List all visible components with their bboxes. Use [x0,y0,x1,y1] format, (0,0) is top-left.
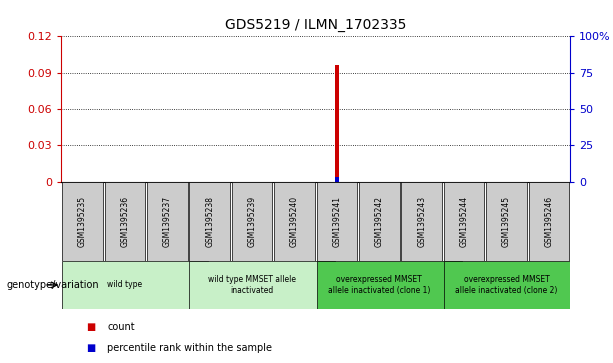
Text: ■: ■ [86,343,95,354]
Bar [316,261,462,309]
Text: wild type MMSET allele
inactivated: wild type MMSET allele inactivated [208,275,296,295]
Bar [335,177,338,182]
Bar [359,182,400,261]
Bar [402,182,442,261]
Bar [335,65,338,182]
Text: GSM1395240: GSM1395240 [290,196,299,247]
Bar [528,182,569,261]
Text: GSM1395238: GSM1395238 [205,196,214,247]
Text: GSM1395243: GSM1395243 [417,196,426,247]
Text: overexpressed MMSET
allele inactivated (clone 1): overexpressed MMSET allele inactivated (… [328,275,430,295]
Bar [147,182,188,261]
Bar [62,182,103,261]
Bar [316,182,357,261]
Text: GSM1395245: GSM1395245 [502,196,511,247]
Text: genotype/variation: genotype/variation [6,280,99,290]
Bar [232,182,272,261]
Bar [444,182,484,261]
Text: GSM1395244: GSM1395244 [460,196,468,247]
Bar [444,261,590,309]
Bar [105,182,145,261]
Text: GSM1395246: GSM1395246 [544,196,554,247]
Bar [274,182,315,261]
Text: GSM1395237: GSM1395237 [163,196,172,247]
Text: GSM1395241: GSM1395241 [332,196,341,247]
Text: GSM1395236: GSM1395236 [120,196,129,247]
Bar [62,261,208,309]
Text: GSM1395235: GSM1395235 [78,196,87,247]
Bar [189,261,335,309]
Text: overexpressed MMSET
allele inactivated (clone 2): overexpressed MMSET allele inactivated (… [455,275,558,295]
Text: GSM1395239: GSM1395239 [248,196,257,247]
Text: percentile rank within the sample: percentile rank within the sample [107,343,272,354]
Bar [486,182,527,261]
Text: wild type: wild type [107,281,142,289]
Text: ■: ■ [86,322,95,332]
Bar [189,182,230,261]
Text: GSM1395242: GSM1395242 [375,196,384,247]
Title: GDS5219 / ILMN_1702335: GDS5219 / ILMN_1702335 [225,19,406,33]
Text: count: count [107,322,135,332]
